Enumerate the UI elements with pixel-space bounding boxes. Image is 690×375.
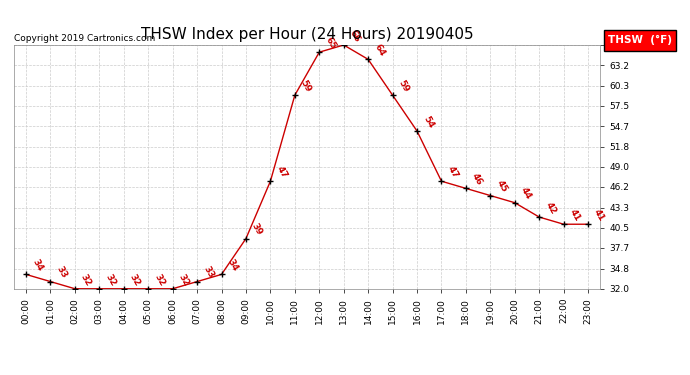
Text: THSW  (°F): THSW (°F) xyxy=(608,35,672,45)
Text: 66: 66 xyxy=(348,28,362,44)
Text: 45: 45 xyxy=(495,179,509,194)
Text: 65: 65 xyxy=(324,36,337,51)
Text: 47: 47 xyxy=(446,164,460,180)
Text: 32: 32 xyxy=(104,272,117,287)
Text: 33: 33 xyxy=(201,265,215,280)
Title: THSW Index per Hour (24 Hours) 20190405: THSW Index per Hour (24 Hours) 20190405 xyxy=(141,27,473,42)
Text: 39: 39 xyxy=(250,222,264,237)
Text: 34: 34 xyxy=(226,258,240,273)
Text: 46: 46 xyxy=(470,171,484,187)
Text: 34: 34 xyxy=(30,258,44,273)
Text: 32: 32 xyxy=(128,272,142,287)
Text: 59: 59 xyxy=(299,78,313,94)
Text: 41: 41 xyxy=(568,207,582,223)
Text: 54: 54 xyxy=(421,114,435,130)
Text: 59: 59 xyxy=(397,78,411,94)
Text: 47: 47 xyxy=(275,164,288,180)
Text: 33: 33 xyxy=(55,265,69,280)
Text: 42: 42 xyxy=(543,200,558,216)
Text: 64: 64 xyxy=(373,42,386,58)
Text: 44: 44 xyxy=(519,186,533,201)
Text: 32: 32 xyxy=(79,272,93,287)
Text: Copyright 2019 Cartronics.com: Copyright 2019 Cartronics.com xyxy=(14,34,155,43)
Text: 32: 32 xyxy=(177,272,191,287)
Text: 32: 32 xyxy=(152,272,166,287)
Text: 41: 41 xyxy=(592,207,607,223)
